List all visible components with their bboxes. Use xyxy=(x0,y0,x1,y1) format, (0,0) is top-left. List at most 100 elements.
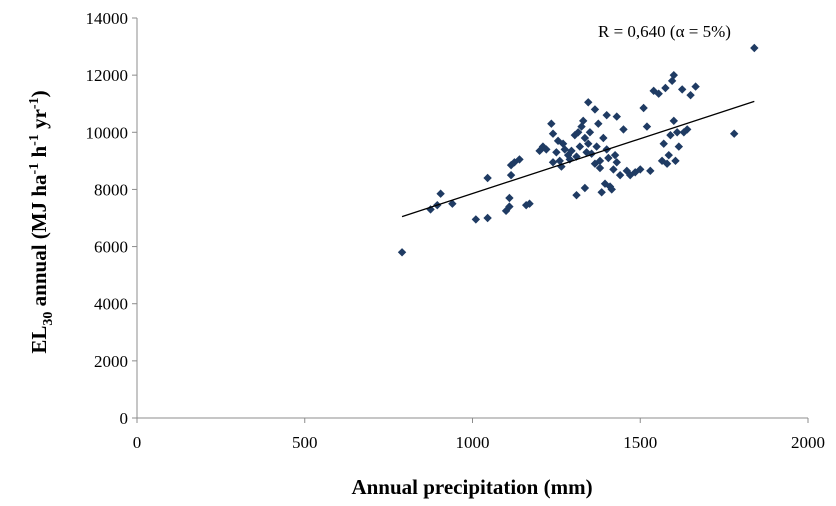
data-point xyxy=(664,150,673,160)
data-point xyxy=(506,160,516,170)
data-points xyxy=(397,43,759,257)
data-point xyxy=(609,165,618,174)
data-point xyxy=(597,188,606,197)
data-point xyxy=(662,159,672,168)
data-point xyxy=(672,128,682,137)
y-axis-ticks: 0 2000 4000 6000 8000 10000 12000 14000 xyxy=(86,9,137,428)
data-point xyxy=(677,85,687,94)
data-point xyxy=(604,153,613,163)
data-point xyxy=(584,98,593,107)
data-point xyxy=(669,116,678,126)
data-point xyxy=(649,86,658,96)
y-axis-title-sup3: -1 xyxy=(27,97,42,109)
data-point xyxy=(580,183,590,193)
data-point xyxy=(619,125,628,134)
y-axis-title-sup2: -1 xyxy=(27,134,42,146)
data-point xyxy=(573,128,583,137)
data-point xyxy=(535,146,544,156)
data-point xyxy=(557,162,566,171)
data-point xyxy=(666,130,675,140)
data-point xyxy=(542,145,551,154)
data-point xyxy=(448,199,457,208)
data-point xyxy=(615,170,625,180)
data-point xyxy=(646,166,655,176)
data-point xyxy=(661,83,670,93)
data-point xyxy=(555,156,564,166)
data-point xyxy=(610,150,620,160)
data-point xyxy=(483,213,492,223)
data-point xyxy=(654,89,663,98)
data-point xyxy=(565,155,574,164)
y-tick-label: 8000 xyxy=(94,180,128,199)
trend-line xyxy=(401,100,755,218)
y-tick-label: 14000 xyxy=(86,9,129,28)
data-point xyxy=(471,215,481,224)
data-point xyxy=(501,206,511,216)
x-tick-label: 2000 xyxy=(791,433,825,452)
data-point xyxy=(584,139,593,148)
data-point xyxy=(599,133,608,143)
data-point xyxy=(636,165,645,174)
data-point xyxy=(579,116,588,126)
data-point xyxy=(563,150,573,160)
data-point xyxy=(547,119,556,128)
data-point xyxy=(607,185,616,194)
data-point xyxy=(622,166,632,176)
data-point xyxy=(525,199,534,208)
data-point xyxy=(639,103,648,113)
data-point xyxy=(505,202,514,211)
y-tick-label: 2000 xyxy=(94,352,128,371)
data-point xyxy=(567,146,576,156)
x-tick-label: 1000 xyxy=(456,433,490,452)
y-axis-title-part3: yr xyxy=(27,109,51,134)
data-point xyxy=(669,70,678,80)
data-point xyxy=(642,122,652,131)
data-point xyxy=(595,156,605,166)
data-point xyxy=(683,125,692,134)
data-point xyxy=(506,170,516,180)
data-point xyxy=(397,248,407,257)
data-point xyxy=(605,182,615,191)
data-point xyxy=(686,90,695,100)
y-axis-title-main: EL xyxy=(27,326,51,354)
y-tick-label: 10000 xyxy=(86,123,129,142)
data-point xyxy=(592,142,601,151)
data-point xyxy=(575,142,585,151)
data-point xyxy=(625,170,635,180)
x-tick-label: 500 xyxy=(292,433,318,452)
y-axis-title: EL30 annual (MJ ha-1 h-1 yr-1) xyxy=(27,90,56,353)
y-axis-title-sup1: -1 xyxy=(27,163,42,175)
data-point xyxy=(560,145,569,154)
x-axis-ticks: 0 500 1000 1500 2000 xyxy=(133,418,825,452)
data-point xyxy=(612,112,621,121)
data-point xyxy=(691,82,700,91)
data-point xyxy=(594,119,603,128)
data-point xyxy=(595,163,605,173)
data-point xyxy=(750,43,759,53)
data-point xyxy=(483,173,492,183)
data-point xyxy=(585,128,595,137)
data-point xyxy=(580,133,590,143)
y-tick-label: 4000 xyxy=(94,295,128,314)
y-tick-label: 12000 xyxy=(86,66,129,85)
data-point xyxy=(552,148,561,157)
data-point xyxy=(659,139,668,148)
x-tick-label: 0 xyxy=(133,433,142,452)
data-point xyxy=(572,190,581,200)
data-point xyxy=(548,158,558,167)
data-point xyxy=(602,110,611,120)
y-tick-label: 0 xyxy=(120,409,129,428)
data-point xyxy=(729,129,739,138)
data-point xyxy=(590,105,600,114)
data-point xyxy=(582,148,591,157)
data-point xyxy=(577,122,586,131)
x-axis-title: Annual precipitation (mm) xyxy=(351,475,592,499)
data-point xyxy=(521,200,531,210)
data-point xyxy=(505,193,514,203)
data-point xyxy=(515,155,524,164)
data-point xyxy=(436,189,445,198)
data-point xyxy=(667,76,677,86)
y-axis-title-subscript: 30 xyxy=(41,312,56,326)
correlation-annotation: R = 0,640 (α = 5%) xyxy=(598,22,731,41)
